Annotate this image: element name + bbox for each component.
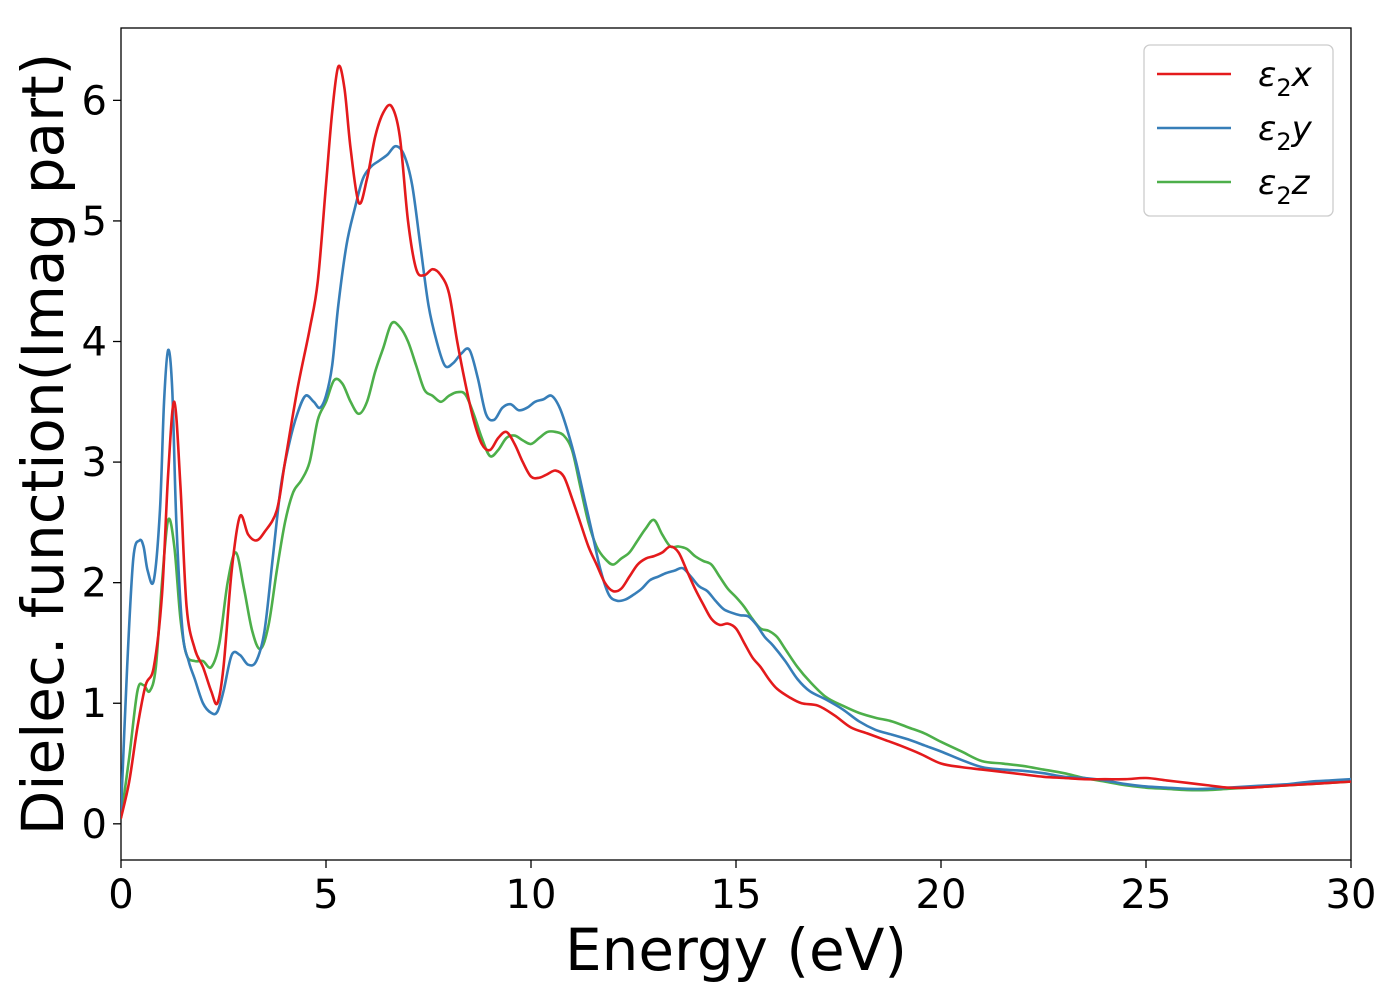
legend-label-subscript: 2 <box>1276 128 1291 156</box>
legend-label-base: ε <box>1258 55 1276 95</box>
series-line-1 <box>121 64 1351 820</box>
y-tick-label: 1 <box>82 681 107 727</box>
series-line-2 <box>121 144 1351 814</box>
y-tick-label: 2 <box>82 561 107 607</box>
legend-label-subscript: 2 <box>1276 182 1291 210</box>
legend-label-subscript: 2 <box>1276 74 1291 102</box>
y-axis-label: Dielec. function(Imag part) <box>9 53 77 836</box>
series-layer <box>121 64 1351 820</box>
y-tick-label: 3 <box>82 440 107 486</box>
legend-label-suffix: x <box>1291 55 1313 95</box>
y-axis: 0 1 2 3 4 5 6 <box>82 78 121 848</box>
x-tick-label: 0 <box>108 872 133 918</box>
legend-label: ε2x <box>1258 55 1313 102</box>
x-tick-label: 15 <box>711 872 762 918</box>
x-axis-label: Energy (eV) <box>565 916 907 984</box>
x-tick-label: 30 <box>1326 872 1377 918</box>
legend-label-base: ε <box>1258 109 1276 149</box>
x-tick-label: 25 <box>1121 872 1172 918</box>
legend-label-suffix: z <box>1291 163 1311 203</box>
y-tick-label: 5 <box>82 199 107 245</box>
x-axis: 0 5 10 15 20 25 30 <box>108 860 1376 918</box>
x-tick-label: 20 <box>916 872 967 918</box>
x-tick-label: 5 <box>313 872 338 918</box>
legend-frame <box>1143 44 1334 217</box>
x-tick-label: 10 <box>506 872 557 918</box>
legend-label-base: ε <box>1258 163 1276 203</box>
legend-label: ε2y <box>1258 109 1313 156</box>
y-tick-label: 4 <box>82 320 107 366</box>
y-tick-label: 6 <box>82 78 107 124</box>
y-tick-label: 0 <box>82 802 107 848</box>
legend-label: ε2z <box>1258 163 1311 210</box>
legend-label-suffix: y <box>1291 109 1313 149</box>
series-line-3 <box>121 320 1351 820</box>
